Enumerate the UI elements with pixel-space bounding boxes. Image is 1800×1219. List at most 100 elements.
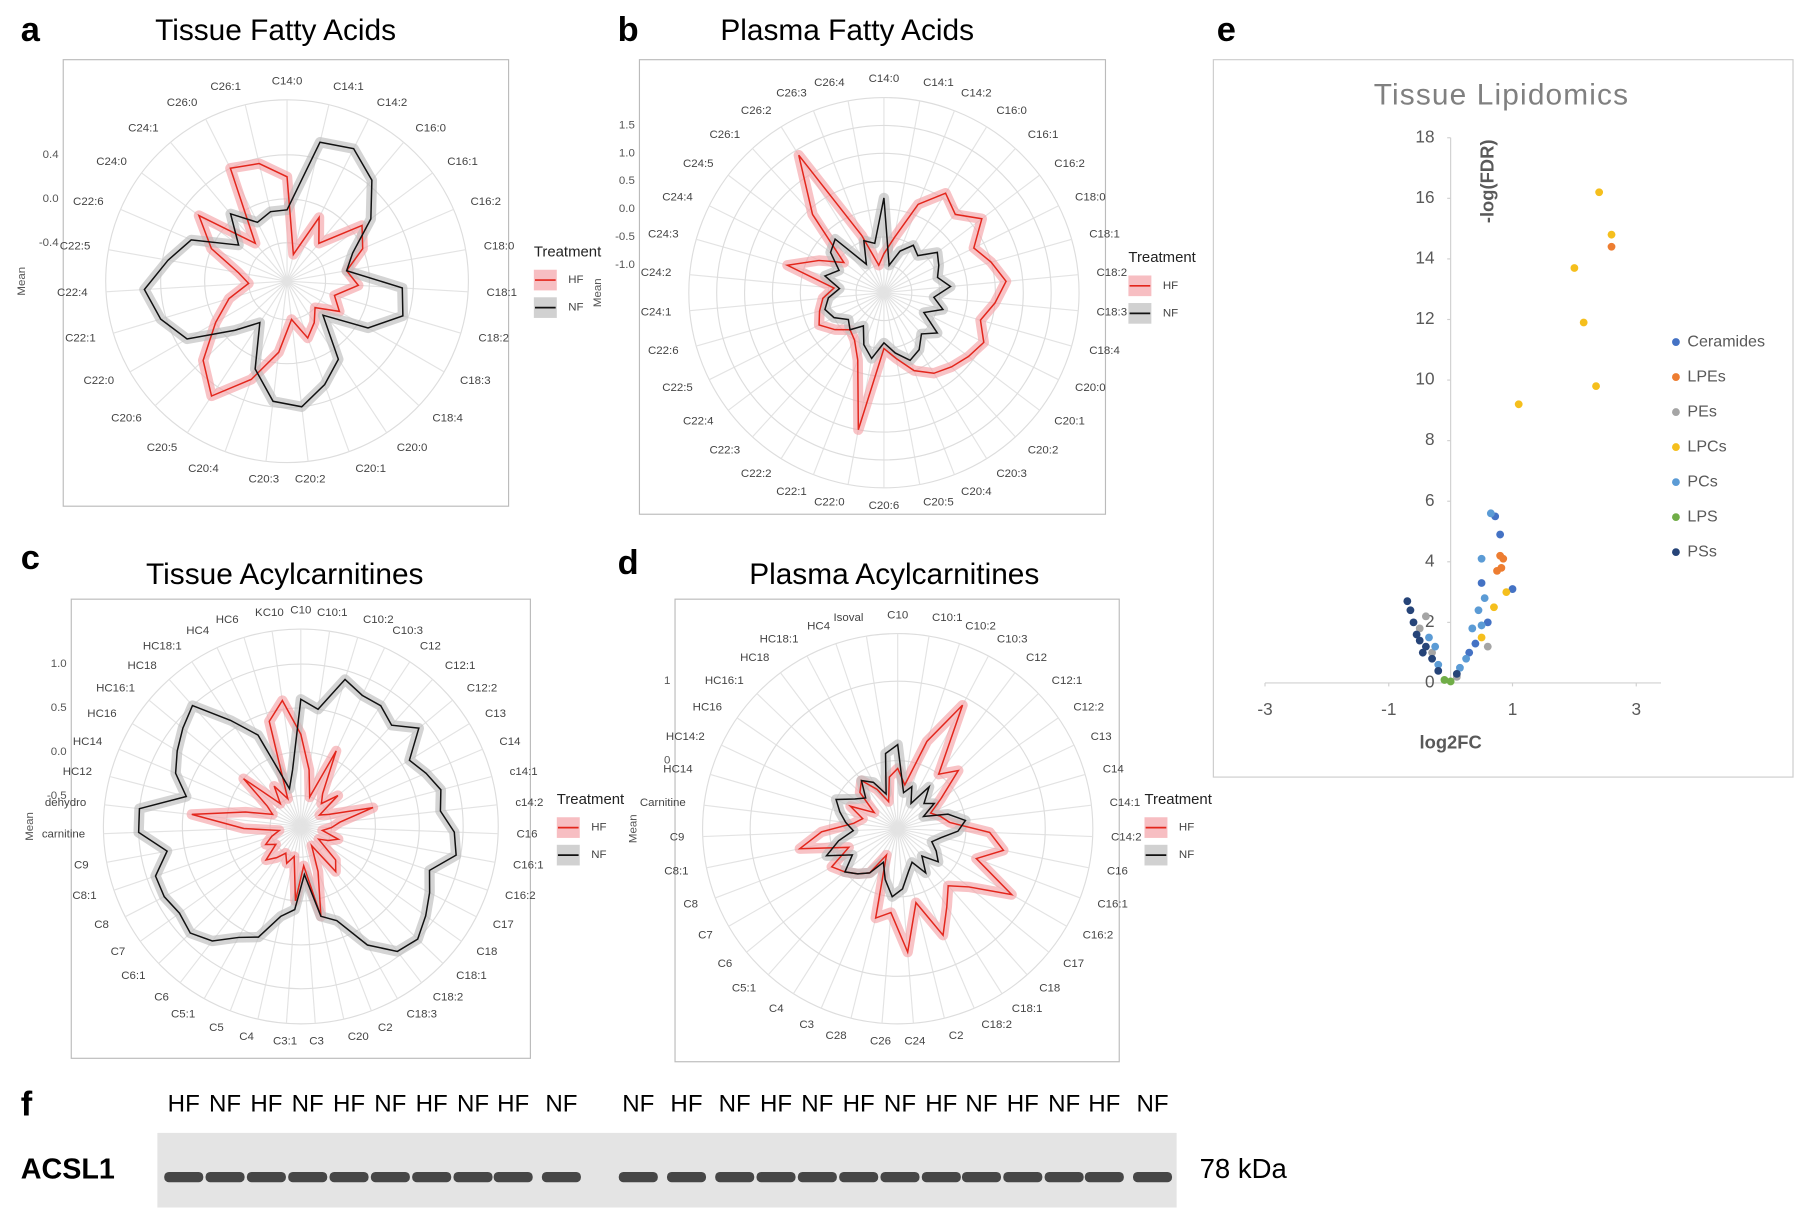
category-label: HC4	[186, 625, 210, 637]
y-tick-label: 0.5	[51, 702, 67, 714]
point	[1468, 624, 1477, 633]
category-label: C10:1	[317, 607, 348, 619]
category-label: C5:1	[732, 983, 756, 995]
point	[1428, 654, 1436, 663]
category-label: C18:2	[1097, 267, 1128, 279]
category-label: carnitine	[42, 828, 85, 840]
y-tick-label: -0.5	[47, 790, 67, 802]
category-label: C14:1	[1110, 797, 1141, 809]
chart-title: Tissue Fatty Acids	[155, 14, 396, 47]
chart-title: Tissue Lipidomics	[1374, 78, 1629, 111]
category-label: C17	[493, 919, 514, 931]
lane-label: HF	[250, 1091, 282, 1118]
category-label: C10	[290, 605, 311, 617]
x-tick-label: 1	[1508, 699, 1518, 719]
panel-frame	[70, 598, 531, 1059]
category-label: C12	[420, 641, 441, 653]
series-line	[197, 162, 364, 398]
spoke	[689, 292, 884, 312]
spoke	[286, 280, 461, 334]
spoke	[728, 828, 898, 927]
y-tick-label: 0.4	[43, 149, 60, 161]
category-label: C22:5	[60, 241, 91, 253]
category-label: C26:1	[210, 81, 241, 93]
panel-letter: e	[1217, 11, 1236, 49]
category-label: HC6	[216, 614, 239, 626]
spoke	[286, 281, 350, 452]
spoke	[265, 281, 288, 462]
category-label: C14:2	[377, 97, 408, 109]
spoke	[881, 828, 899, 1024]
spoke	[287, 280, 469, 293]
spoke	[244, 104, 288, 282]
category-label: C20:6	[869, 500, 900, 512]
panel-letter: b	[618, 11, 639, 49]
category-label: C4	[239, 1031, 254, 1043]
point	[1579, 318, 1588, 327]
category-label: C22:1	[65, 333, 96, 345]
category-label: C20:2	[1028, 445, 1059, 457]
legend-marker	[1672, 338, 1680, 346]
category-label: C22:4	[683, 415, 714, 427]
legend-label: PEs	[1687, 402, 1716, 420]
category-label: C4	[769, 1003, 784, 1015]
category-label: C14	[1103, 763, 1125, 775]
category-label: C24:1	[641, 306, 672, 318]
category-label: C12:1	[1052, 675, 1083, 687]
spoke	[746, 828, 899, 953]
category-label: C20:5	[923, 497, 954, 509]
point	[1490, 603, 1498, 612]
category-label: HC16	[87, 708, 116, 720]
lane-label: HF	[670, 1091, 702, 1118]
category-label: C17	[1063, 958, 1084, 970]
point	[1431, 642, 1440, 651]
chart-title: Tissue Acylcarnitines	[146, 558, 423, 591]
y-axis-label: Mean	[628, 814, 640, 843]
spoke	[780, 292, 885, 459]
category-label: C8:1	[664, 865, 688, 877]
category-label: C20:1	[355, 463, 386, 475]
category-label: dehydro	[45, 797, 86, 809]
spoke	[883, 174, 1040, 294]
blot-band	[493, 1171, 533, 1183]
category-label: C18:1	[1012, 1003, 1043, 1015]
lane-label: NF	[545, 1091, 577, 1118]
blot-band	[1133, 1171, 1173, 1183]
y-axis-label: Mean	[16, 267, 28, 296]
point	[1607, 242, 1616, 251]
point	[1483, 618, 1492, 627]
series-line	[784, 154, 1007, 430]
category-label: C6:1	[121, 970, 145, 982]
category-label: C24:0	[96, 156, 127, 168]
series-line	[824, 743, 967, 898]
category-label: C22:6	[73, 196, 104, 208]
blot-band	[164, 1171, 204, 1183]
category-label: HC16:1	[705, 675, 744, 687]
panel-frame	[1212, 59, 1794, 778]
category-label: HC16:1	[96, 682, 135, 694]
category-label: Carnitine	[640, 797, 686, 809]
point	[1570, 264, 1579, 272]
lane-label: NF	[1136, 1091, 1168, 1118]
category-label: C13	[485, 708, 506, 720]
category-label: HC16	[693, 701, 722, 713]
point	[1607, 230, 1616, 239]
lane-label: HF	[333, 1091, 365, 1118]
legend-marker	[1672, 513, 1680, 522]
blot-band	[1084, 1171, 1124, 1183]
legend-title: Treatment	[1128, 249, 1196, 266]
lane-label: NF	[884, 1091, 916, 1118]
spoke	[883, 292, 955, 475]
category-label: C22:5	[662, 382, 693, 394]
category-label: C20	[348, 1031, 369, 1043]
category-label: C20:4	[961, 486, 992, 498]
point	[1456, 663, 1464, 672]
y-tick-label: 8	[1425, 429, 1435, 449]
legend-marker	[1672, 408, 1680, 416]
protein-label: ACSL1	[21, 1153, 115, 1185]
category-label: C18:2	[478, 333, 509, 345]
category-label: HC12	[63, 766, 92, 778]
y-tick-label: -0.5	[615, 231, 635, 243]
category-label: C6	[718, 958, 733, 970]
grid-ring	[749, 680, 1046, 977]
